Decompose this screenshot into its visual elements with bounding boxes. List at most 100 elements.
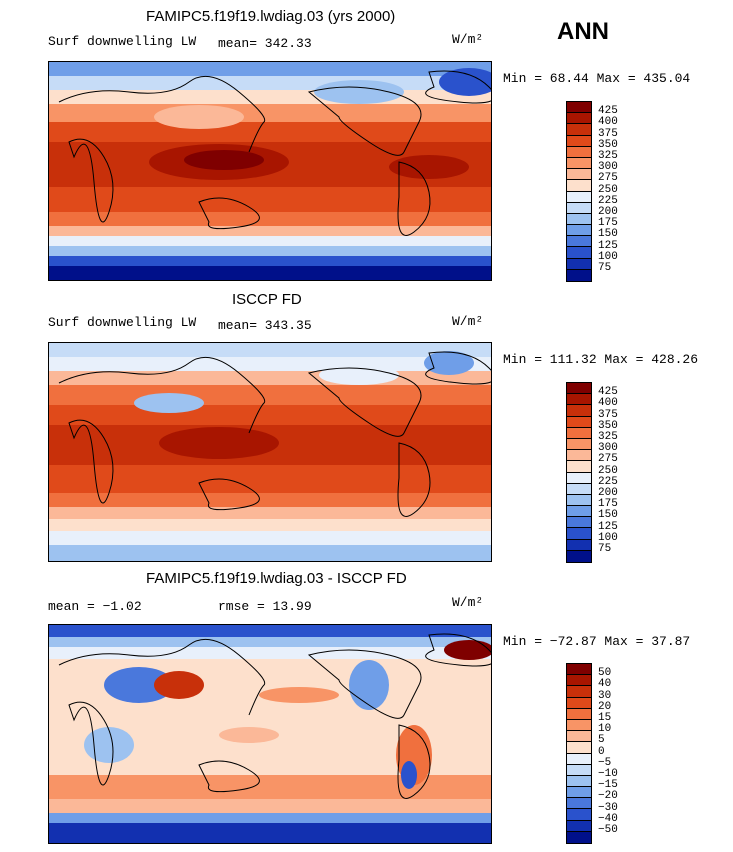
colorbar-swatch [567, 742, 591, 754]
colorbar-swatch [567, 438, 591, 451]
colorbar-tick-label: −15 [598, 779, 618, 792]
colorbar-tick-label: 0 [598, 745, 605, 758]
map-model [48, 61, 492, 281]
panel3-units: W/m² [452, 595, 484, 610]
colorbar-tick-label: 50 [598, 667, 612, 680]
colorbar-swatch [567, 146, 591, 158]
panel3-rmse: rmse = 13.99 [218, 599, 312, 614]
colorbar-swatch [567, 258, 591, 270]
colorbar-tick-label: 10 [598, 723, 612, 736]
colorbar-tick-label: 325 [598, 431, 618, 443]
colorbar-tick-label: 175 [598, 498, 618, 511]
colorbar-swatch [567, 405, 591, 417]
colorbar-swatch [567, 483, 591, 495]
colorbar-swatch [567, 269, 591, 281]
colorbar-swatch [567, 202, 591, 214]
panel3-title: FAMIPC5.f19f19.lwdiag.03 - ISCCP FD [146, 570, 407, 587]
colorbar-tick-label: 400 [598, 116, 618, 129]
colorbar-tick-label: 75 [598, 262, 612, 274]
panel2-mean: mean= 343.35 [218, 318, 312, 333]
colorbar-swatch [567, 416, 591, 428]
colorbar-tick-label: 325 [598, 150, 618, 162]
colorbar-tick-label: 300 [598, 442, 618, 455]
colorbar-tick-label: −40 [598, 812, 618, 825]
colorbar-model [566, 101, 592, 282]
colorbar-swatch [567, 764, 591, 776]
colorbar-tick-label: 125 [598, 239, 618, 252]
colorbar-tick-label: 100 [598, 250, 618, 263]
colorbar-tick-label: −20 [598, 790, 618, 803]
colorbar-tick-label: 150 [598, 228, 618, 241]
colorbar-tick-label: 150 [598, 509, 618, 522]
panel2-field-label: Surf downwelling LW [48, 315, 197, 330]
colorbar-swatch [567, 517, 591, 529]
colorbar-tick-label: 250 [598, 464, 618, 477]
colorbar-swatch [567, 775, 591, 788]
colorbar-tick-label: 100 [598, 531, 618, 544]
colorbar-swatch [567, 450, 591, 462]
colorbar-swatch [567, 686, 591, 698]
colorbar-swatch [567, 550, 591, 562]
colorbar-swatch [567, 787, 591, 799]
colorbar-swatch [567, 102, 591, 114]
colorbar-swatch [567, 427, 591, 439]
panel1-field-label: Surf downwelling LW [48, 34, 197, 49]
colorbar-tick-label: −5 [598, 756, 612, 769]
colorbar-swatch [567, 539, 591, 551]
colorbar-swatch [567, 731, 591, 743]
map-difference [48, 624, 492, 844]
colorbar-observations [566, 382, 592, 563]
colorbar-tick-label: 250 [598, 183, 618, 196]
colorbar-swatch [567, 225, 591, 237]
colorbar-swatch [567, 461, 591, 473]
colorbar-swatch [567, 247, 591, 259]
colorbar-swatch [567, 809, 591, 821]
panel2-minmax: Min = 111.32 Max = 428.26 [503, 352, 699, 367]
colorbar-swatch [567, 719, 591, 732]
colorbar-tick-label: 375 [598, 127, 618, 140]
colorbar-tick-label: 175 [598, 217, 618, 230]
colorbar-swatch [567, 675, 591, 687]
map-observations [48, 342, 492, 562]
panel3-minmax: Min = −72.87 Max = 37.87 [503, 634, 691, 649]
colorbar-tick-label: 400 [598, 397, 618, 410]
panel1-minmax: Min = 68.44 Max = 435.04 [503, 71, 691, 86]
colorbar-swatch [567, 213, 591, 226]
colorbar-tick-label: 425 [598, 386, 618, 399]
colorbar-swatch [567, 697, 591, 709]
colorbar-tick-label: 425 [598, 105, 618, 118]
colorbar-swatch [567, 124, 591, 136]
colorbar-swatch [567, 753, 591, 765]
panel3-mean: mean = −1.02 [48, 599, 142, 614]
panel1-title: FAMIPC5.f19f19.lwdiag.03 (yrs 2000) [146, 8, 396, 25]
colorbar-tick-label: 20 [598, 700, 612, 713]
panel2-title: ISCCP FD [232, 291, 302, 308]
colorbar-tick-label: 125 [598, 520, 618, 533]
colorbar-swatch [567, 664, 591, 676]
colorbar-tick-label: 275 [598, 453, 618, 466]
colorbar-tick-label: 40 [598, 678, 612, 691]
colorbar-tick-label: 225 [598, 194, 618, 207]
colorbar-tick-label: 350 [598, 419, 618, 432]
colorbar-tick-label: 275 [598, 172, 618, 185]
season-label: ANN [557, 18, 609, 45]
colorbar-swatch [567, 831, 591, 843]
colorbar-swatch [567, 798, 591, 810]
colorbar-difference [566, 663, 592, 844]
colorbar-swatch [567, 169, 591, 181]
colorbar-tick-label: 375 [598, 408, 618, 421]
colorbar-swatch [567, 236, 591, 248]
colorbar-swatch [567, 191, 591, 203]
colorbar-swatch [567, 528, 591, 540]
colorbar-swatch [567, 708, 591, 720]
colorbar-swatch [567, 494, 591, 507]
colorbar-tick-label: −10 [598, 768, 618, 780]
colorbar-swatch [567, 180, 591, 192]
colorbar-swatch [567, 135, 591, 147]
colorbar-tick-label: 300 [598, 161, 618, 174]
colorbar-tick-label: 75 [598, 543, 612, 555]
colorbar-swatch [567, 472, 591, 484]
panel1-units: W/m² [452, 32, 484, 47]
colorbar-swatch [567, 383, 591, 395]
colorbar-tick-label: 350 [598, 138, 618, 151]
